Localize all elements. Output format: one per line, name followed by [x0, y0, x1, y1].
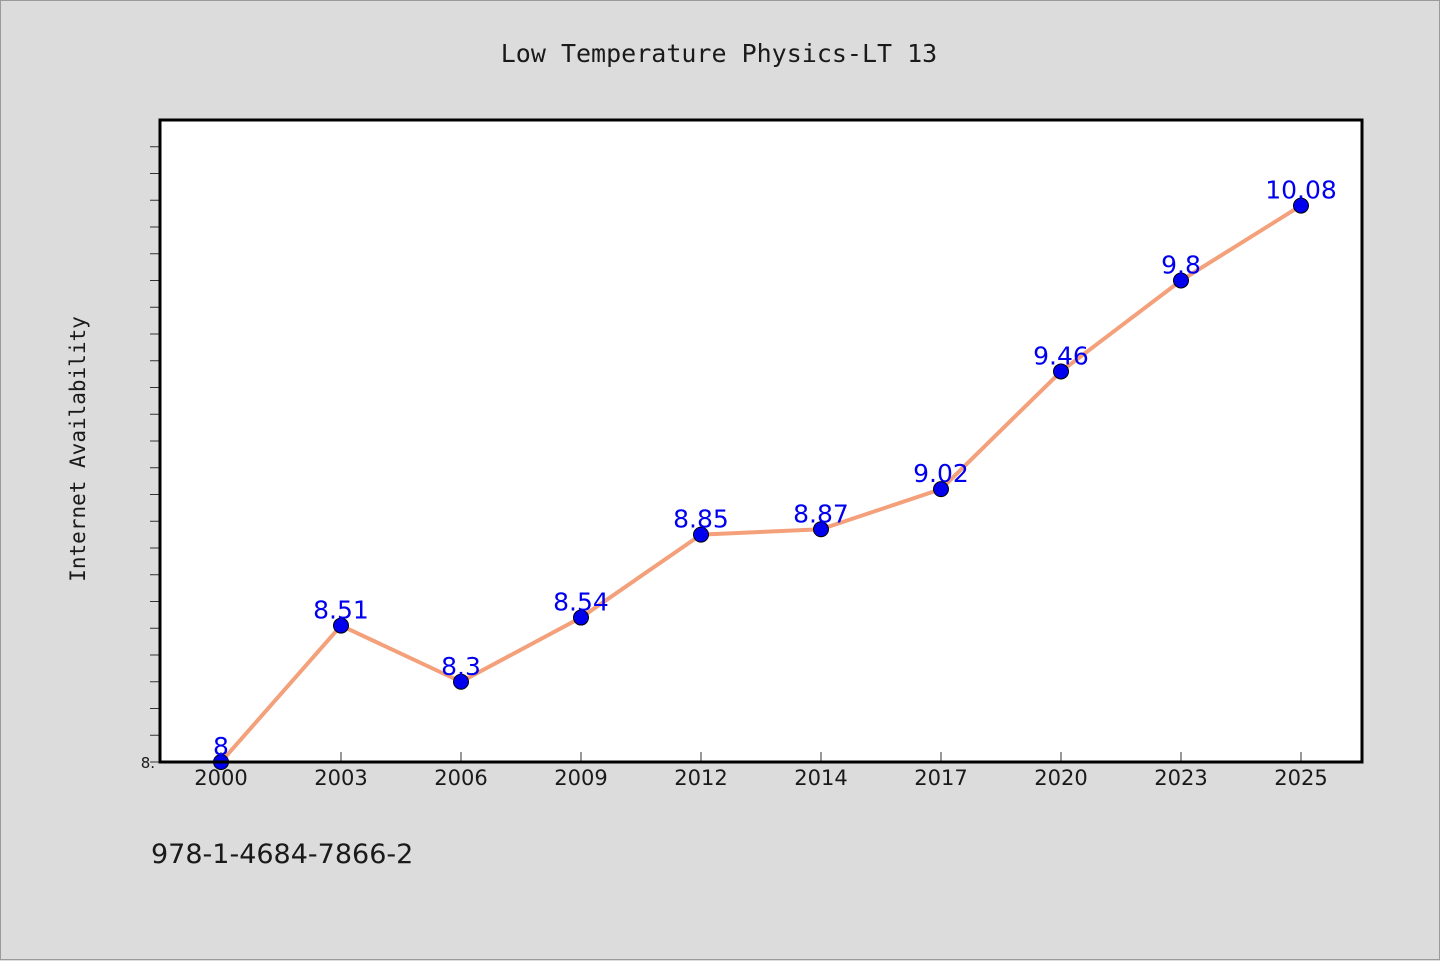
data-point — [1053, 363, 1069, 380]
x-tick-label: 2006 — [434, 766, 487, 790]
series-line — [219, 203, 1303, 764]
data-label: 8.85 — [673, 505, 729, 534]
data-point — [573, 609, 589, 626]
data-label: 8.87 — [793, 499, 849, 528]
data-label: 8.54 — [553, 588, 609, 617]
data-point — [933, 481, 949, 498]
y-axis-label: Internet Availability — [66, 316, 90, 582]
data-point — [813, 521, 829, 538]
y-axis-ticks: 8.2000 2003 2006 2009 2012 2014 2017 2020 2023 20… — [141, 146, 1328, 790]
plot-frame — [158, 118, 1364, 764]
footer-isbn: 978-1-4684-7866-2 — [151, 839, 413, 870]
data-point — [333, 617, 349, 634]
x-tick-label: 2020 — [1034, 766, 1087, 790]
data-label: 8.3 — [441, 652, 481, 681]
data-label: 9.46 — [1033, 341, 1089, 370]
x-tick-label: 2014 — [794, 766, 847, 790]
data-label: 10.08 — [1265, 176, 1337, 205]
data-label: 8 — [213, 732, 229, 761]
x-tick-label: 2025 — [1274, 766, 1327, 790]
data-label: 9.8 — [1161, 251, 1201, 280]
x-tick-label: 2012 — [674, 766, 727, 790]
plot-area — [160, 120, 1362, 762]
x-tick-label: 2003 — [314, 766, 367, 790]
x-tick-label: 2017 — [914, 766, 967, 790]
data-point — [453, 673, 469, 690]
data-point — [1293, 197, 1309, 214]
chart-title: Low Temperature Physics-LT 13 — [501, 39, 938, 68]
data-label: 8.51 — [313, 596, 369, 625]
data-point — [1173, 272, 1189, 289]
chart-marks: 8 8.51 8.3 8.54 8.85 8.87 9.02 9.46 9.8 10.08 — [213, 176, 1337, 770]
data-label: 9.02 — [913, 459, 969, 488]
x-tick-label: 2023 — [1154, 766, 1207, 790]
x-tick-label: 2009 — [554, 766, 607, 790]
y-tick-label: 8. — [141, 754, 155, 772]
data-point — [693, 526, 709, 543]
